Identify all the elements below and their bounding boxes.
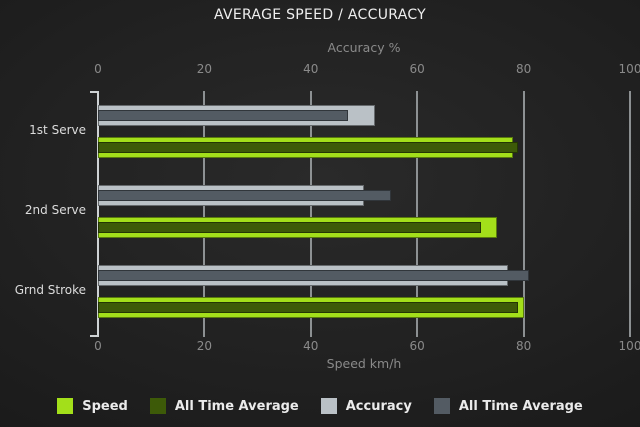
legend-swatch-all-time-average-3: [433, 398, 450, 414]
bottom-tick-label-100: 100: [618, 339, 640, 353]
top-tick-label-20: 20: [196, 62, 213, 76]
axis-end-cap-top: [90, 91, 99, 93]
legend-label: All Time Average: [174, 398, 299, 414]
legend-label: Speed: [82, 398, 128, 414]
bar-all-time-average-speed-1st-serve: [98, 141, 519, 153]
bar-all-time-average-accuracy-2nd-serve: [98, 189, 391, 201]
top-tick-label-40: 40: [303, 62, 319, 76]
category-label-grnd-stroke: Grnd Stroke: [14, 283, 86, 297]
axis-end-cap-bottom: [90, 335, 99, 337]
bar-all-time-average-speed-2nd-serve: [98, 221, 482, 233]
legend-swatch-all-time-average-1: [149, 398, 166, 414]
top-axis-title: Accuracy %: [327, 40, 401, 55]
bottom-axis-title: Speed km/h: [326, 356, 402, 371]
legend-item-all-time-average-3[interactable]: All Time Average: [433, 398, 583, 414]
top-tick-label-80: 80: [515, 62, 532, 76]
bar-all-time-average-accuracy-grnd-stroke: [98, 269, 529, 281]
bar-all-time-average-accuracy-1st-serve: [98, 109, 349, 121]
legend-label: All Time Average: [458, 398, 583, 414]
top-tick-label-100: 100: [618, 62, 640, 76]
legend-label: Accuracy: [345, 398, 412, 414]
category-label-2nd-serve: 2nd Serve: [24, 203, 86, 217]
bottom-tick-label-80: 80: [515, 339, 532, 353]
gridline-40: [309, 91, 312, 337]
legend-item-all-time-average-1[interactable]: All Time Average: [149, 398, 299, 414]
top-tick-label-0: 0: [94, 62, 102, 76]
gridline-20: [203, 91, 206, 337]
plot-area: [90, 91, 631, 337]
gridline-80: [522, 91, 525, 337]
bottom-tick-label-0: 0: [94, 339, 102, 353]
bottom-tick-label-60: 60: [409, 339, 425, 353]
bottom-tick-label-40: 40: [303, 339, 319, 353]
gridline-60: [416, 91, 419, 337]
legend: Speed All Time Average Accuracy All Time Av…: [0, 398, 640, 414]
chart-title: AVERAGE SPEED / ACCURACY: [213, 7, 427, 23]
bar-all-time-average-speed-grnd-stroke: [98, 301, 519, 313]
bottom-axis-tick-labels: 0 20 40 60 80 100: [94, 339, 640, 355]
legend-item-speed-0[interactable]: Speed: [57, 398, 128, 414]
legend-swatch-speed-0: [57, 398, 74, 414]
value-axis-line: [97, 91, 99, 337]
legend-swatch-accuracy-2: [320, 398, 337, 414]
legend-item-accuracy-2[interactable]: Accuracy: [320, 398, 412, 414]
top-tick-label-60: 60: [409, 62, 425, 76]
bottom-tick-label-20: 20: [196, 339, 213, 353]
top-axis-tick-labels: 0 20 40 60 80 100: [94, 62, 640, 78]
category-label-1st-serve: 1st Serve: [29, 123, 86, 137]
gridline-100: [629, 91, 631, 337]
